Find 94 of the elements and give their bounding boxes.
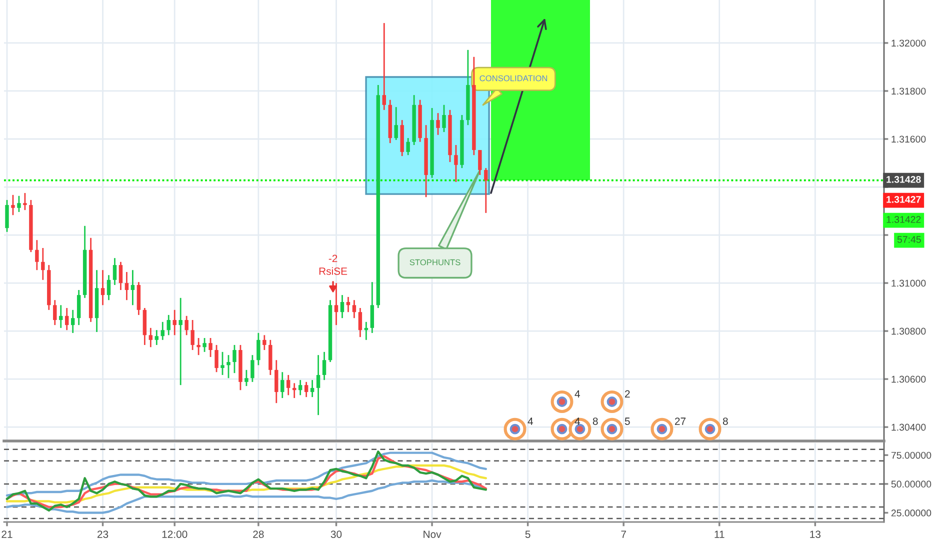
x-tick-label: 5 — [525, 530, 530, 538]
x-tick-label: 21 — [2, 530, 12, 538]
candlestick — [23, 192, 27, 211]
annotation: 5 — [624, 418, 630, 425]
candlestick — [346, 296, 350, 313]
candlestick — [226, 354, 230, 379]
y-tick-label: 1.30600 — [892, 376, 926, 383]
annotation: 2 — [625, 390, 630, 398]
annotation: 8 — [722, 418, 728, 425]
candlestick — [130, 269, 135, 306]
x-tick-label: 7 — [621, 530, 626, 538]
annotation: CONSOLIDATION — [480, 75, 548, 82]
annotation: -2 RsiSE — [319, 254, 348, 275]
y-tick-label: 1.30800 — [892, 328, 926, 335]
text: 1.31422 — [886, 216, 921, 223]
candlestick — [244, 369, 248, 387]
candlestick — [35, 239, 39, 271]
annotation: 27 — [675, 418, 686, 425]
x-tick-label: 11 — [714, 530, 724, 538]
candlestick — [65, 307, 69, 331]
candlestick — [406, 137, 410, 156]
candlestick — [178, 297, 182, 386]
candlestick — [382, 22, 386, 111]
x-tick-label: Nov — [424, 530, 442, 538]
candlestick — [5, 199, 9, 233]
annotation: 4 — [574, 418, 580, 425]
candlestick — [256, 332, 260, 366]
line-series — [6, 464, 488, 504]
y-tick-label: 1.31800 — [892, 88, 926, 95]
candlestick — [370, 281, 374, 334]
candlestick — [106, 274, 111, 301]
candlestick — [262, 334, 266, 351]
y-tick-label: 25.00000 — [891, 510, 932, 516]
x-tick-label: 13 — [810, 530, 820, 538]
candlestick — [250, 354, 254, 383]
candlestick — [352, 299, 356, 319]
candlestick — [442, 104, 446, 133]
text: 57:45 — [897, 236, 921, 243]
candlestick — [208, 337, 212, 358]
y-tick-label: 1.32000 — [892, 40, 926, 47]
y-tick-label: 50.00000 — [891, 480, 932, 488]
x-tick-label: 23 — [98, 530, 108, 538]
line-series — [6, 452, 488, 497]
candlestick — [154, 329, 159, 346]
y-tick-label: 1.31600 — [892, 136, 926, 143]
candlestick — [124, 271, 129, 301]
candlestick — [166, 314, 170, 336]
candlestick — [454, 144, 458, 183]
y-tick-label: 1.31000 — [892, 280, 926, 287]
candlestick — [232, 344, 236, 374]
candlestick — [340, 294, 344, 319]
candlestick — [17, 195, 21, 213]
candlestick — [478, 149, 482, 176]
text: 1.31427 — [886, 196, 921, 203]
candlestick — [59, 304, 63, 329]
candlestick — [148, 327, 153, 348]
x-tick-label: 30 — [330, 530, 342, 538]
candlestick — [118, 261, 123, 291]
candlestick — [41, 247, 45, 281]
candlestick — [184, 315, 188, 336]
x-tick-label: 28 — [253, 530, 264, 538]
candlestick — [53, 299, 57, 326]
candlestick — [11, 194, 15, 216]
candlestick — [304, 381, 308, 398]
candlestick — [484, 167, 488, 214]
candlestick — [196, 337, 200, 356]
candlestick — [316, 354, 320, 416]
candlestick — [358, 307, 362, 338]
candlestick — [76, 289, 81, 326]
candlestick — [112, 257, 117, 286]
annotation: 4 — [528, 418, 534, 425]
candlestick — [298, 379, 302, 396]
candlestick — [70, 309, 75, 334]
candlestick — [100, 269, 105, 306]
ref-line-label: 1.31428 — [886, 176, 921, 183]
candlestick — [280, 371, 284, 399]
candlestick — [220, 351, 224, 376]
annotation: 4 — [574, 390, 580, 398]
candlestick — [202, 337, 206, 353]
candlestick — [436, 112, 440, 136]
candlestick — [214, 344, 218, 373]
y-tick-label: 1.30400 — [892, 424, 926, 431]
annotation: 8 — [592, 418, 598, 425]
annotation: STOPHUNTS — [410, 259, 460, 266]
candlestick — [172, 309, 176, 336]
candlestick — [310, 379, 314, 398]
y-tick-label: 75.00000 — [891, 452, 932, 459]
candlestick — [190, 319, 194, 351]
candlestick — [274, 359, 278, 404]
x-tick-label: 12:00 — [162, 530, 188, 538]
candlestick — [322, 351, 326, 381]
candlestick — [394, 106, 398, 141]
candlestick — [286, 374, 290, 396]
candlestick — [160, 321, 164, 341]
